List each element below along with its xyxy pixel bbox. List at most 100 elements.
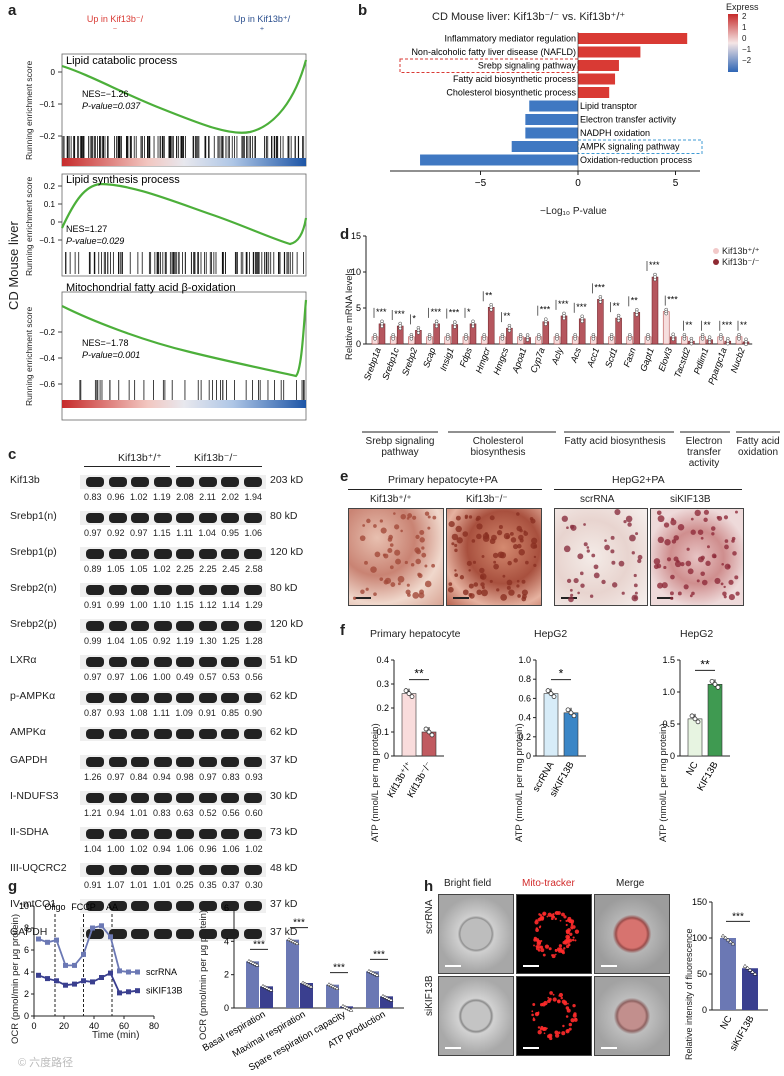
mrna-sig: ***: [431, 307, 442, 317]
ocr-xtick-label: 0: [31, 1021, 36, 1031]
mito-signal-dot: [537, 949, 541, 952]
wb-protein-name: Srebp2(p): [10, 618, 57, 630]
stain-droplet: [419, 537, 425, 543]
mrna-dot: [544, 322, 548, 326]
atp-dot: [426, 729, 432, 735]
mrna-xtick-label: Insig1: [438, 346, 456, 372]
stain-droplet: [410, 563, 415, 567]
wb-band: [131, 929, 149, 939]
stain-droplet: [418, 592, 425, 599]
mrna-sig: ***: [449, 308, 460, 318]
ocr-bar-marker: [388, 997, 394, 1002]
stain-droplet: [389, 565, 394, 570]
mrna-ylabel: Relative mRNA levels: [344, 268, 355, 360]
stain-droplet: [701, 579, 708, 586]
mrna-dot: [580, 319, 584, 324]
mito-signal-dot: [562, 940, 566, 945]
panel-d-letter: d: [340, 226, 350, 243]
wb-band: [86, 693, 104, 703]
mito-signal-dot: [570, 1018, 575, 1023]
stain-group2: HepG2+PA: [612, 474, 665, 486]
stain-droplet: [468, 515, 473, 519]
ocr-point: [54, 937, 59, 943]
stain-droplet: [517, 543, 522, 549]
gsea-plot-1: 0 −0.1 −0.2 Lipid catabolic process NES=−1…: [39, 53, 308, 167]
stain-droplet: [653, 564, 659, 570]
wb-band: [221, 585, 239, 595]
stain-droplet: [570, 593, 574, 597]
stain-image-scr: [554, 508, 648, 606]
gsea-title-2: Lipid synthesis process: [66, 174, 180, 186]
stain-droplet: [479, 573, 487, 580]
mito-signal-dot: [563, 915, 567, 919]
wb-protein-name: AMPKα: [10, 726, 46, 738]
stain-droplet: [497, 551, 505, 559]
legend-tick: −1: [742, 45, 752, 54]
legend-wt: Kif13b⁺/⁺: [722, 246, 760, 256]
stain-droplet: [577, 553, 584, 560]
gsea-tick-label: −0.4: [39, 354, 55, 363]
wb-band: [131, 621, 149, 631]
wb-band: [131, 657, 149, 667]
stain-droplet: [697, 529, 704, 535]
wb-band: [243, 757, 262, 767]
mito-signal-dot: [533, 944, 535, 947]
wb-header-ko: Kif13b⁻/⁻: [194, 452, 238, 464]
ocr-xlabel: Time (min): [92, 1030, 140, 1041]
mrna-dot: [726, 341, 730, 346]
stain-droplet: [711, 553, 717, 559]
stain-droplet: [633, 583, 638, 588]
stain-droplet: [462, 531, 469, 537]
mrna-dot: [609, 337, 614, 341]
wb-band: [198, 757, 217, 767]
stain-droplet: [432, 515, 437, 520]
stain-droplet: [518, 534, 524, 541]
stain-droplet: [724, 544, 729, 550]
stain-droplet: [685, 560, 692, 567]
ocr-ytick-label: 6: [24, 945, 29, 955]
pathway-bar: [578, 73, 616, 85]
ocr-ylabel-line: OCR (pmol/min per μg protein): [10, 913, 21, 1044]
gsea-p-1: P-value=0.037: [82, 101, 141, 111]
mito-signal-dot: [561, 999, 566, 1004]
pathway-bar: [578, 60, 619, 71]
panel-h-letter: h: [424, 878, 434, 895]
gsea-plot-3: −0.2 −0.4 −0.6 Mitochondrial fatty acid β-…: [39, 282, 308, 421]
stain-droplet: [621, 591, 625, 595]
panel-e-letter: e: [340, 468, 349, 485]
wb-band: [243, 929, 262, 939]
pathway-bar-label: Oxidation-reduction process: [580, 155, 693, 165]
stain-droplet: [379, 519, 383, 523]
gsea-ticks-3: −0.2 −0.4 −0.6: [39, 328, 62, 389]
mrna-dot: [616, 318, 621, 323]
wb-band: [108, 621, 127, 631]
stain-droplet: [455, 515, 461, 521]
mrna-xtick-label: Gapt1: [638, 346, 656, 372]
mito-signal-dot: [566, 918, 571, 923]
stain-droplet: [656, 510, 662, 516]
mrna-legend: Kif13b⁺/⁺ Kif13b⁻/⁻: [713, 246, 760, 268]
gsea-p-2: P-value=0.029: [66, 236, 124, 246]
gsea-rank-bar-1: [62, 158, 306, 166]
panel-g-letter: g: [8, 878, 18, 895]
wb-band: [153, 865, 172, 875]
stain-droplet: [563, 545, 571, 553]
mito-bar-marker: [750, 969, 755, 974]
stain-droplet: [714, 577, 721, 584]
stain-droplet: [525, 560, 529, 565]
mrna-dot: [555, 337, 559, 341]
ocr-point: [36, 936, 41, 942]
ocr-bar-marker: [374, 972, 380, 977]
wb-blot-strip: [80, 727, 266, 741]
stain-droplet: [455, 525, 462, 533]
ocr-sig: ***: [373, 949, 385, 960]
atp-ylabel-2: ATP (nmol/L per mg protein): [514, 723, 525, 842]
stain-droplet: [627, 522, 632, 527]
stain-droplet: [727, 565, 731, 568]
stain-droplet: [485, 534, 489, 538]
stain-droplet: [493, 560, 497, 564]
mito-signal-dot: [554, 1030, 559, 1035]
wb-band: [198, 729, 217, 739]
stain-droplet: [454, 573, 459, 578]
stain-droplet: [427, 515, 431, 519]
